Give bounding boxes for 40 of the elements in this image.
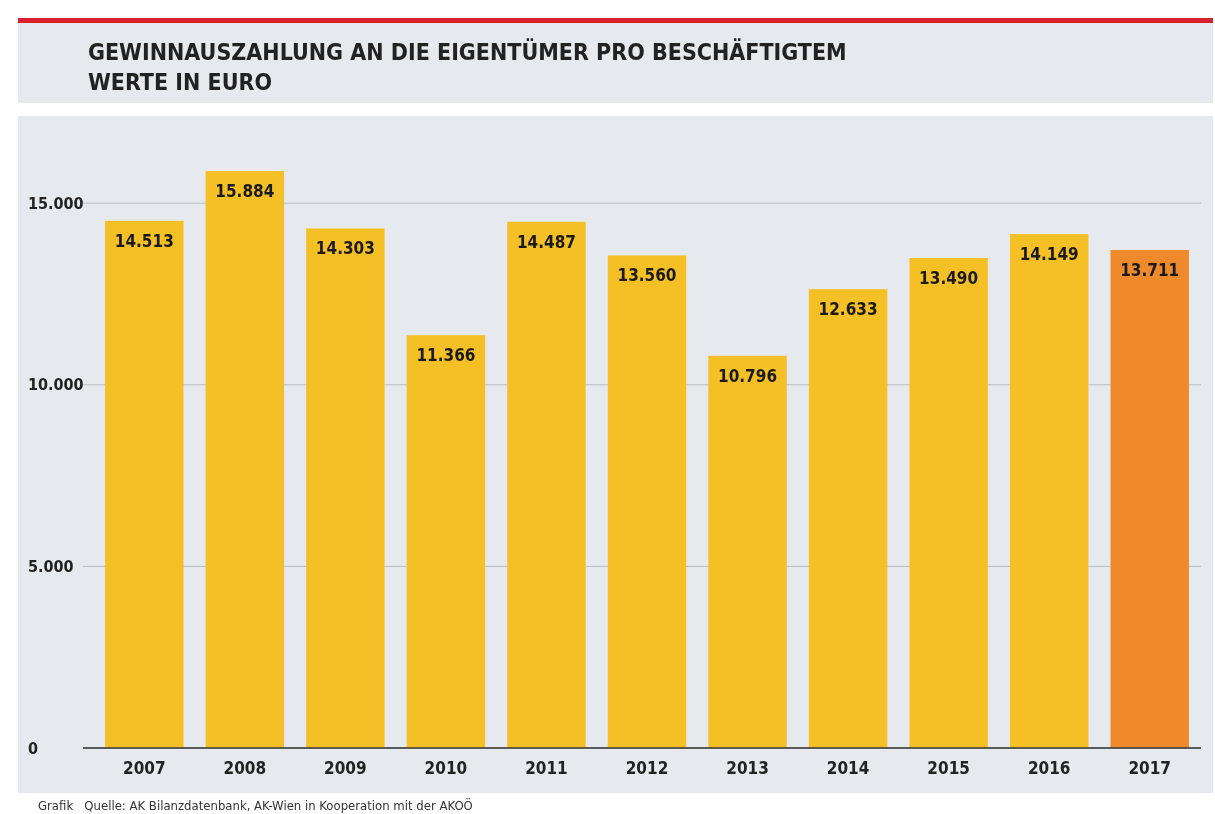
bar <box>909 258 988 748</box>
bar <box>808 289 888 748</box>
x-tick-label: 2012 <box>625 758 669 778</box>
data-label: 12.633 <box>818 299 878 320</box>
data-label: 14.303 <box>315 238 375 259</box>
bar <box>306 228 385 748</box>
x-tick-label: 2016 <box>1027 758 1071 778</box>
bar <box>205 171 285 748</box>
data-label: 13.560 <box>617 265 677 286</box>
bar <box>406 335 486 748</box>
data-label: 10.796 <box>718 365 778 386</box>
x-tick-label: 2011 <box>525 758 568 778</box>
bar <box>1009 234 1089 748</box>
data-label: 11.366 <box>416 345 476 366</box>
y-tick-label: 0 <box>28 738 39 758</box>
text: Grafik Quelle: AK Bilanzdatenbank, AK-Wien in Kooperation mit der AKOÖ <box>38 797 473 813</box>
bar <box>708 355 787 748</box>
data-label: 14.149 <box>1019 244 1079 265</box>
bar <box>105 220 184 748</box>
x-tick-label: 2010 <box>424 758 468 778</box>
y-tick-label: 5.000 <box>28 556 74 576</box>
chart-title: GEWINNAUSZAHLUNG AN DIE EIGENTÜMER PRO BESCHÄFTIGTEM <box>88 38 847 65</box>
x-tick-label: 2013 <box>726 758 769 778</box>
x-tick-label: 2017 <box>1128 758 1172 778</box>
x-tick-label: 2008 <box>223 758 267 778</box>
bar <box>607 255 687 748</box>
data-label: 14.513 <box>114 230 174 251</box>
x-tick-label: 2007 <box>122 758 166 778</box>
y-tick-label: 15.000 <box>28 193 84 213</box>
data-label: 15.884 <box>215 181 275 202</box>
data-label: 13.711 <box>1120 259 1180 280</box>
chart-subtitle: WERTE IN EURO <box>88 69 272 95</box>
data-label: 13.490 <box>919 268 979 289</box>
x-tick-label: 2014 <box>826 758 870 778</box>
y-tick-label: 10.000 <box>28 375 84 395</box>
bar <box>507 221 586 748</box>
x-tick-label: 2015 <box>927 758 970 778</box>
x-tick-label: 2009 <box>324 758 367 778</box>
data-label: 14.487 <box>516 231 576 252</box>
bar <box>1110 249 1189 748</box>
